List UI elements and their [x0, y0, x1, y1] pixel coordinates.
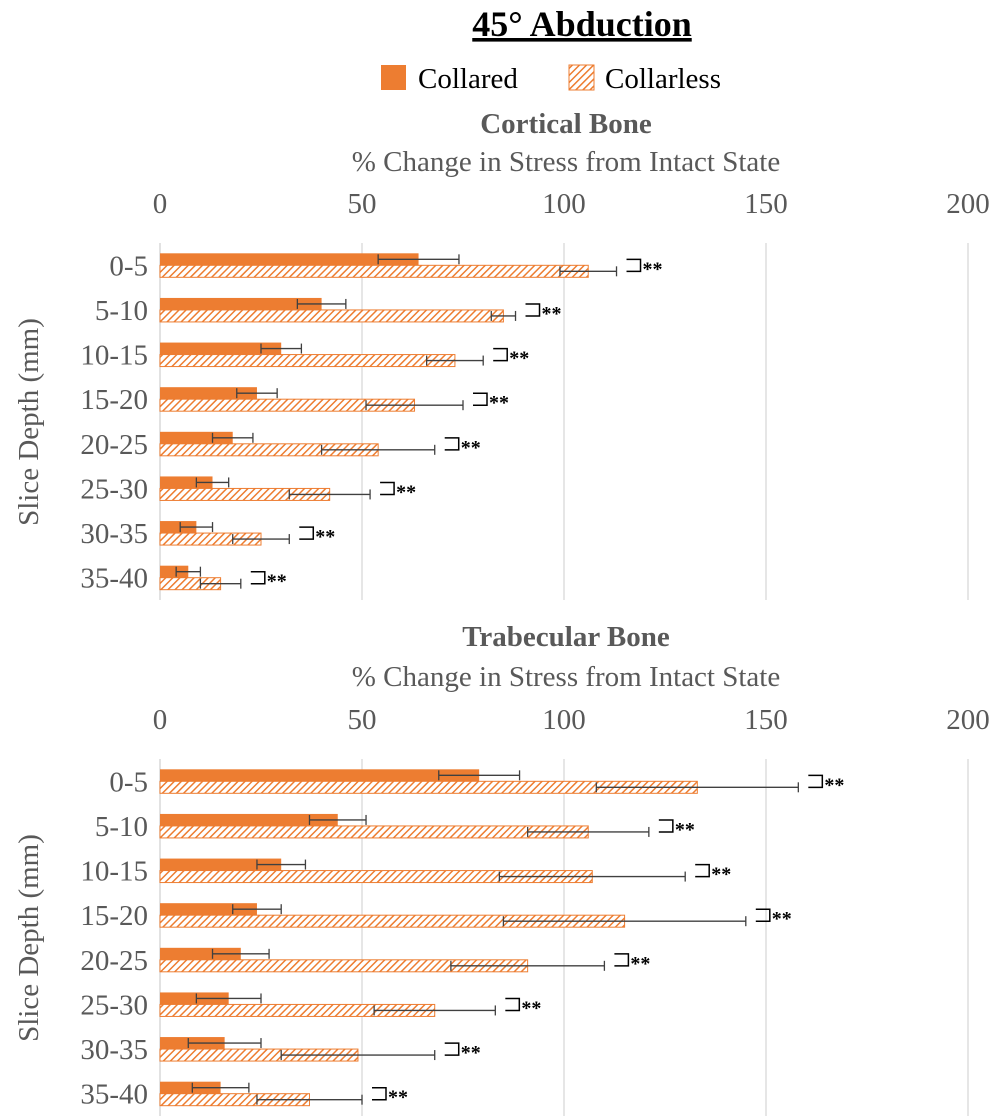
bar-collared [160, 565, 189, 578]
bar-collared [160, 947, 241, 960]
category-label: 35-40 [80, 563, 148, 595]
significance-bracket [658, 819, 674, 833]
bar-collarless [159, 309, 504, 323]
significance-bracket [493, 347, 508, 362]
significance-bracket [380, 481, 395, 496]
significance-label: ** [396, 481, 416, 503]
bar-collared [160, 858, 282, 871]
significance-label: ** [542, 303, 562, 325]
x-axis-title: % Change in Stress from Intact State [352, 146, 780, 178]
significance-label: ** [772, 908, 792, 930]
category-label: 25-30 [80, 989, 148, 1021]
category-label: 35-40 [80, 1079, 148, 1111]
significance-bracket [525, 303, 541, 317]
bar-collared [160, 476, 213, 489]
x-tick-label: 100 [542, 188, 586, 220]
bar-collared [160, 387, 257, 400]
x-tick-label: 200 [946, 188, 990, 220]
significance-label: ** [509, 348, 529, 370]
x-tick-label: 150 [744, 188, 788, 220]
significance-bracket [808, 774, 824, 789]
bar-collared [160, 253, 419, 266]
significance-bracket [473, 392, 488, 406]
chart-main-title: 45° Abduction [472, 4, 691, 44]
category-label: 10-15 [80, 340, 148, 372]
category-label: 30-35 [80, 1034, 148, 1066]
bar-collared [160, 342, 282, 355]
significance-label: ** [630, 953, 650, 975]
significance-bracket [372, 1086, 387, 1101]
significance-bracket [299, 526, 315, 540]
category-label: 0-5 [109, 250, 148, 282]
significance-label: ** [521, 997, 541, 1019]
significance-label: ** [267, 571, 287, 593]
category-label: 30-35 [80, 518, 148, 550]
bar-collared [160, 769, 480, 782]
legend-label-collarless: Collarless [605, 63, 721, 95]
significance-bracket [505, 997, 521, 1012]
significance-label: ** [388, 1087, 408, 1109]
significance-label: ** [824, 774, 844, 796]
significance-bracket [626, 258, 642, 273]
y-axis-title: Slice Depth (mm) [13, 318, 45, 526]
significance-label: ** [461, 437, 481, 459]
bar-collared [160, 431, 233, 444]
significance-label: ** [675, 819, 695, 841]
bar-collared [160, 992, 229, 1005]
category-label: 10-15 [80, 856, 148, 888]
bar-collared [160, 813, 338, 826]
significance-label: ** [711, 864, 731, 886]
bar-collarless [159, 264, 589, 278]
significance-bracket [695, 863, 710, 878]
legend-swatch-collared [381, 65, 406, 90]
category-label: 5-10 [95, 811, 148, 843]
legend-swatch-collarless [568, 64, 595, 91]
cortical-bone-panel: Cortical Bone % Change in Stress from Int… [13, 108, 990, 600]
bar-collarless [159, 825, 589, 839]
significance-label: ** [315, 526, 335, 548]
panel-title: Trabecular Bone [462, 621, 670, 653]
bar-collarless [159, 354, 456, 368]
significance-label: ** [643, 258, 663, 280]
bar-collared [160, 297, 322, 310]
significance-label: ** [461, 1042, 481, 1064]
x-tick-label: 50 [348, 188, 377, 220]
significance-bracket [444, 437, 460, 451]
trabecular-bone-panel: Trabecular Bone % Change in Stress from I… [13, 621, 990, 1116]
category-label: 15-20 [80, 384, 148, 416]
category-label: 20-25 [80, 945, 148, 977]
x-tick-label: 100 [542, 704, 586, 736]
category-label: 25-30 [80, 473, 148, 505]
x-tick-label: 150 [744, 704, 788, 736]
significance-label: ** [489, 392, 509, 414]
x-tick-label: 50 [348, 704, 377, 736]
x-tick-label: 0 [153, 704, 168, 736]
panel-title: Cortical Bone [480, 108, 652, 140]
category-label: 5-10 [95, 295, 148, 327]
legend: Collared Collarless [381, 63, 721, 95]
x-axis-title: % Change in Stress from Intact State [352, 661, 780, 693]
significance-bracket [250, 570, 266, 585]
significance-bracket [444, 1042, 460, 1056]
significance-bracket [614, 953, 630, 967]
y-axis-title: Slice Depth (mm) [13, 834, 45, 1042]
category-label: 0-5 [109, 766, 148, 798]
x-tick-label: 0 [153, 188, 168, 220]
significance-bracket [755, 908, 771, 922]
category-label: 15-20 [80, 900, 148, 932]
category-label: 20-25 [80, 429, 148, 461]
bar-collared [160, 521, 197, 534]
bar-collared [160, 1081, 221, 1094]
legend-label-collared: Collared [418, 63, 518, 95]
x-tick-label: 200 [946, 704, 990, 736]
